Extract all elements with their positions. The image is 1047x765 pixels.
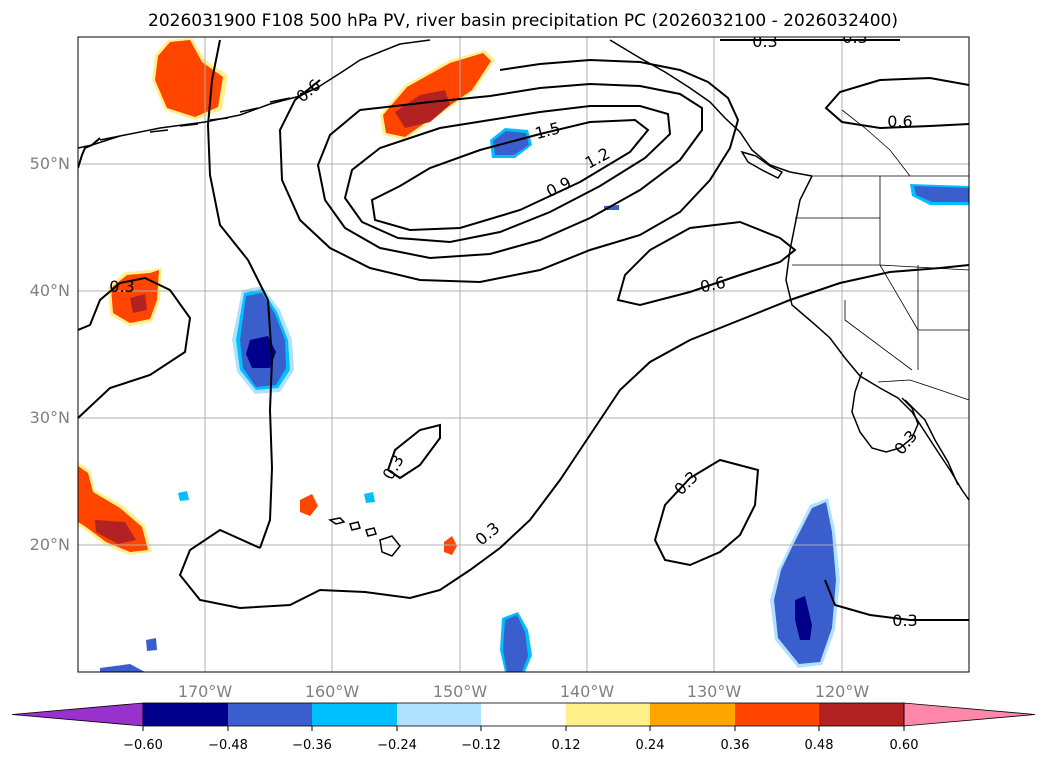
longitude-labels: 170°W 160°W 150°W 140°W 130°W 120°W xyxy=(178,682,870,701)
colorbar-tick-label: 0.12 xyxy=(552,738,581,753)
colorbar-swatch xyxy=(228,703,312,726)
state-borders xyxy=(792,176,969,371)
us-mexico-border xyxy=(877,379,969,401)
negative-anomaly-region xyxy=(232,286,294,394)
colorbar-extend-high xyxy=(903,702,1036,727)
colorbar-swatch xyxy=(143,703,228,726)
lat-label: 40°N xyxy=(30,281,70,300)
lat-label: 50°N xyxy=(30,154,70,173)
contour-label: 0.3 xyxy=(892,611,917,630)
positive-anomaly-region xyxy=(380,50,495,140)
baja-california-coastline xyxy=(851,371,919,453)
colorbar-swatch xyxy=(312,703,397,726)
hawaiian-islands xyxy=(328,517,401,557)
map-frame xyxy=(77,36,970,673)
colorbar-swatch xyxy=(397,703,481,726)
gulf-of-california-coast xyxy=(904,399,959,486)
canada-province-border xyxy=(841,109,911,177)
colorbar-tick-label: 0.24 xyxy=(636,738,665,753)
pv-contour-0.6 xyxy=(278,58,740,284)
colorbar-tick-label: −0.12 xyxy=(461,738,501,753)
pv-contour-1.2 xyxy=(343,105,672,244)
lon-label: 160°W xyxy=(305,682,360,701)
lon-label: 150°W xyxy=(433,682,488,701)
positive-anomaly-region xyxy=(78,462,152,555)
alaska-coastline xyxy=(78,39,431,149)
map-panel: 0.3 0.3 0.3 0.3 0.3 0.3 0.3 0.3 0.6 0.6 … xyxy=(77,28,970,673)
negative-anomaly-region xyxy=(100,184,969,672)
colorbar-swatch xyxy=(650,703,735,726)
precip-shading xyxy=(78,38,969,672)
pv-contour-0.3 xyxy=(206,39,274,549)
colorbar-swatch xyxy=(566,703,650,726)
lon-label: 120°W xyxy=(815,682,870,701)
pv-contour-0.6 xyxy=(616,220,797,307)
pv-contour-1.5 xyxy=(370,118,650,232)
lon-label: 130°W xyxy=(687,682,742,701)
negative-anomaly-region xyxy=(490,128,532,158)
figure-title: 2026031900 F108 500 hPa PV, river basin … xyxy=(148,11,898,31)
colorbar-tick-label: 0.36 xyxy=(721,738,750,753)
colorbar-swatch xyxy=(481,703,566,726)
lat-label: 20°N xyxy=(30,535,70,554)
pv-contour-0.3 xyxy=(824,579,969,621)
colorbar-tick-label: −0.60 xyxy=(123,738,163,753)
pv-contour-0.3 xyxy=(386,423,441,480)
colorbar-tick-label: −0.24 xyxy=(377,738,417,753)
contour-label: 0.6 xyxy=(698,273,727,297)
lat-label: 30°N xyxy=(30,408,70,427)
colorbar-tick-label: −0.48 xyxy=(208,738,248,753)
political-borders xyxy=(792,109,969,401)
aleutian-islands xyxy=(99,87,319,141)
pv-contour-0.3 xyxy=(178,264,969,610)
pv-contours xyxy=(78,39,969,621)
vancouver-island xyxy=(740,150,784,179)
negative-anomaly-region xyxy=(770,498,840,668)
alaska-panhandle-coastline xyxy=(609,39,813,177)
positive-anomaly-region xyxy=(152,38,228,120)
lon-label: 170°W xyxy=(178,682,233,701)
colorbar-swatch xyxy=(819,703,904,726)
pv-contour-0.3 xyxy=(653,458,760,567)
colorbar-tick-label: 0.60 xyxy=(890,738,919,753)
colorbar-tick-label: −0.36 xyxy=(292,738,332,753)
colorbar-frame xyxy=(142,702,905,727)
pv-contour-0.9 xyxy=(316,82,703,260)
contour-label: 0.3 xyxy=(842,28,867,47)
colorbar-extend-low xyxy=(11,702,144,727)
contour-label: 0.3 xyxy=(109,277,134,296)
colorbar-swatch xyxy=(735,703,819,726)
contour-label: 0.3 xyxy=(752,32,777,51)
lon-label: 140°W xyxy=(560,682,615,701)
colorbar: −0.60 −0.48 −0.36 −0.24 −0.12 0.12 0.24 … xyxy=(11,702,1036,753)
latitude-labels: 50°N 40°N 30°N 20°N xyxy=(30,154,70,554)
pv-contour-0.6 xyxy=(824,76,969,130)
negative-anomaly-region xyxy=(500,612,532,672)
colorbar-tick-label: 0.48 xyxy=(805,738,834,753)
pv-contour-0.3 xyxy=(78,276,192,419)
contour-label: 0.6 xyxy=(887,112,912,131)
pv-contour-0.3 xyxy=(78,137,101,169)
gridlines xyxy=(78,37,969,672)
